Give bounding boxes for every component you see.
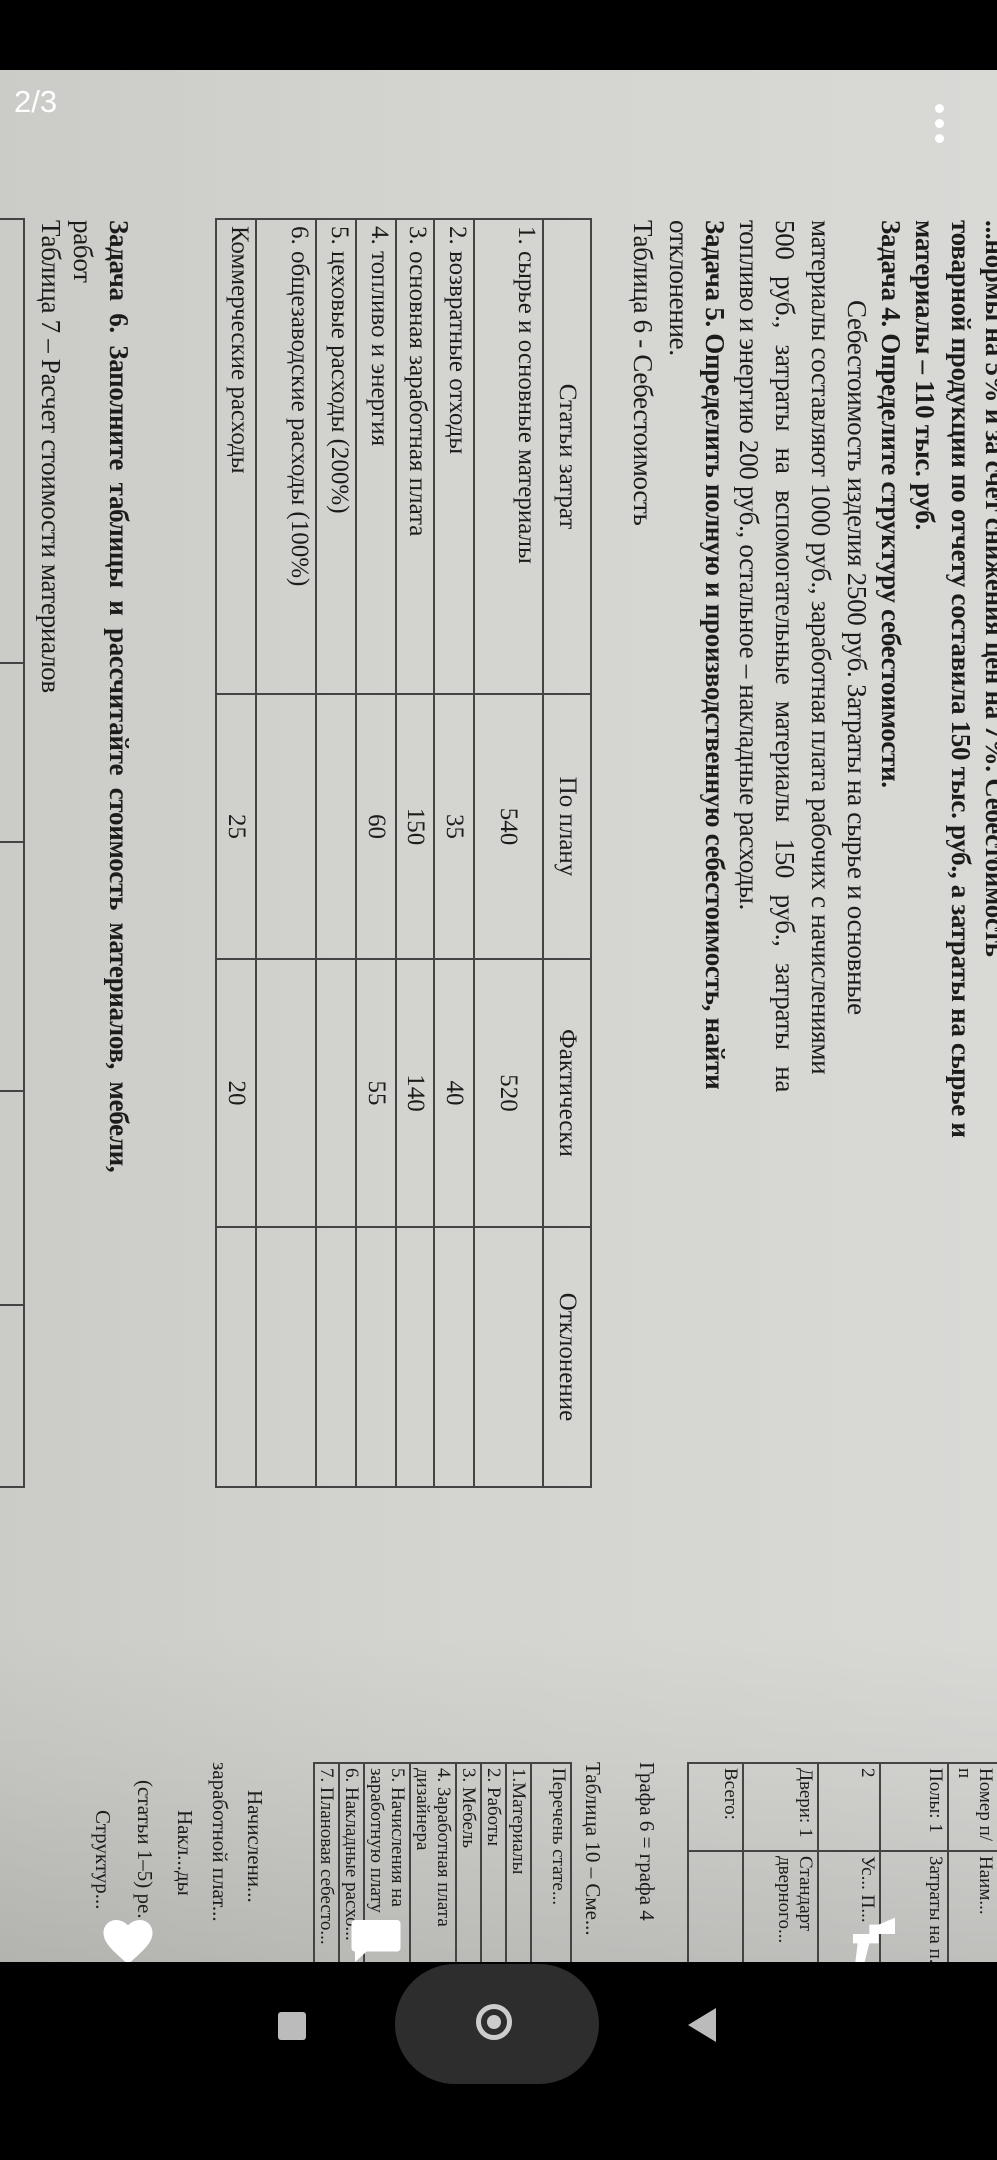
table-row: 4. топливо и энергия 60 55 xyxy=(356,219,396,1487)
text-line: Накл...ды xyxy=(173,1810,197,1896)
cell: 60 xyxy=(356,694,396,959)
image-counter: 2/3 xyxy=(14,84,58,119)
task6-heading: Задача 6. Заполните таблицы и рассчитайт… xyxy=(104,220,134,1173)
cell: Двери: 1 xyxy=(743,1763,818,1851)
cell: 1.Материалы xyxy=(506,1763,531,1962)
cell: 2. возвратные отходы xyxy=(434,219,474,694)
col-header: Отклонение xyxy=(543,1227,591,1487)
table-header-row: Статьи затрат По плану Фактически Отклон… xyxy=(543,219,591,1487)
cell: 25 xyxy=(216,694,256,959)
cell: 3. Мебель xyxy=(456,1763,481,1962)
cell xyxy=(688,1851,743,1962)
cell xyxy=(434,1227,474,1487)
cell: Стандарт дверного... xyxy=(743,1851,818,1962)
text-line: заработной плат... xyxy=(208,1762,232,1922)
cell xyxy=(316,694,356,959)
cell: Наим... xyxy=(948,1851,997,1962)
heart-icon[interactable] xyxy=(100,1915,156,1972)
recents-button[interactable] xyxy=(278,2012,306,2040)
cell xyxy=(356,1227,396,1487)
cell: 2. Работы xyxy=(481,1763,506,1962)
cell: Полы: 1 xyxy=(880,1763,948,1851)
cell xyxy=(316,959,356,1227)
cell: 35 xyxy=(434,694,474,959)
navigation-bar xyxy=(0,1962,997,2160)
cell: 140 xyxy=(396,959,434,1227)
table-row: 2. возвратные отходы 35 40 xyxy=(434,219,474,1487)
cell: 40 xyxy=(434,959,474,1227)
text-line: отклонение. xyxy=(664,220,694,356)
table-row: Коммерческие расходы 25 20 xyxy=(216,219,256,1487)
text-line: топливо и энергию 200 руб., остальное – … xyxy=(734,220,764,910)
comment-icon[interactable] xyxy=(348,1915,404,1972)
cell xyxy=(256,1227,316,1487)
cell: 520 xyxy=(474,959,543,1227)
cell xyxy=(256,694,316,959)
document-photo: ...нормы на 5% и за счет снижения цен на… xyxy=(0,70,997,1962)
status-bar xyxy=(0,0,997,70)
cell: 3. основная заработная плата xyxy=(396,219,434,694)
table-row: 3. основная заработная плата 150 140 xyxy=(396,219,434,1487)
text-line: (статьи 1–5) ре... xyxy=(133,1780,157,1930)
text-line: материалы составляют 1000 руб., заработн… xyxy=(806,220,836,1075)
text-line: материалы – 110 тыс. руб. xyxy=(910,220,940,530)
col-header: Статьи затрат xyxy=(543,219,591,694)
table10-title: Таблица 10 – Сме... xyxy=(581,1762,605,1936)
cell: 55 xyxy=(356,959,396,1227)
cell: 1. сырье и основные материалы xyxy=(474,219,543,694)
text-line: работ xyxy=(68,220,98,283)
text-line: Структур... xyxy=(91,1810,115,1910)
cell: Номер п/п xyxy=(948,1763,997,1851)
text-line: товарной продукции по отчету составила 1… xyxy=(946,220,976,1138)
text-line: ...нормы на 5% и за счет снижения цен на… xyxy=(980,220,997,957)
text-line: Начислени... xyxy=(243,1790,267,1903)
cell: 20 xyxy=(216,959,256,1227)
table-row: 6. общезаводские расходы (100%) xyxy=(256,219,316,1487)
cell xyxy=(474,1227,543,1487)
photo-view[interactable]: ...нормы на 5% и за счет снижения цен на… xyxy=(0,70,997,1962)
table6: Статьи затрат По плану Фактически Отклон… xyxy=(215,218,592,1488)
cell: 5. цеховые расходы (200%) xyxy=(316,219,356,694)
back-button[interactable] xyxy=(688,2008,716,2042)
cell: 7. Плановая себесто... xyxy=(314,1763,339,1962)
cell: 4. Заработная плата дизайнера xyxy=(410,1763,456,1962)
table-row: 1. сырье и основные материалы 540 520 xyxy=(474,219,543,1487)
cell xyxy=(316,1227,356,1487)
note-text: Графа 6 = графа 4 xyxy=(635,1762,659,1921)
facing-top-table: Номер п/п Наим... Полы: 1 Затраты на п... … xyxy=(687,1762,997,1962)
cell: 540 xyxy=(474,694,543,959)
cell xyxy=(396,1227,434,1487)
edit-tools-icon[interactable] xyxy=(846,1915,902,1972)
cell xyxy=(256,959,316,1227)
more-vert-icon[interactable] xyxy=(926,104,952,152)
cell: Коммерческие расходы xyxy=(216,219,256,694)
cell: 6. общезаводские расходы (100%) xyxy=(256,219,316,694)
cell: 2 xyxy=(818,1763,880,1851)
table7 xyxy=(0,218,25,1488)
home-button[interactable] xyxy=(476,2004,512,2040)
cell: Всего: xyxy=(688,1763,743,1851)
cell: 4. топливо и энергия xyxy=(356,219,396,694)
table7-title: Таблица 7 – Расчет стоимости материалов xyxy=(36,220,66,693)
text-line: 500 руб., затраты на вспомогательные мат… xyxy=(770,220,800,1093)
col-header: По плану xyxy=(543,694,591,959)
table-row: 5. цеховые расходы (200%) xyxy=(316,219,356,1487)
cell: 150 xyxy=(396,694,434,959)
cell xyxy=(216,1227,256,1487)
task5-heading: Задача 5. Определить полную и производст… xyxy=(700,220,730,1090)
cell: Перечень стате... xyxy=(531,1763,571,1962)
col-header: Фактически xyxy=(543,959,591,1227)
task4-heading: Задача 4. Определите структуру себестоим… xyxy=(876,220,906,788)
table6-title: Таблица 6 - Себестоимость xyxy=(628,220,658,526)
text-line: Себестоимость изделия 2500 руб. Затраты … xyxy=(842,300,872,1015)
